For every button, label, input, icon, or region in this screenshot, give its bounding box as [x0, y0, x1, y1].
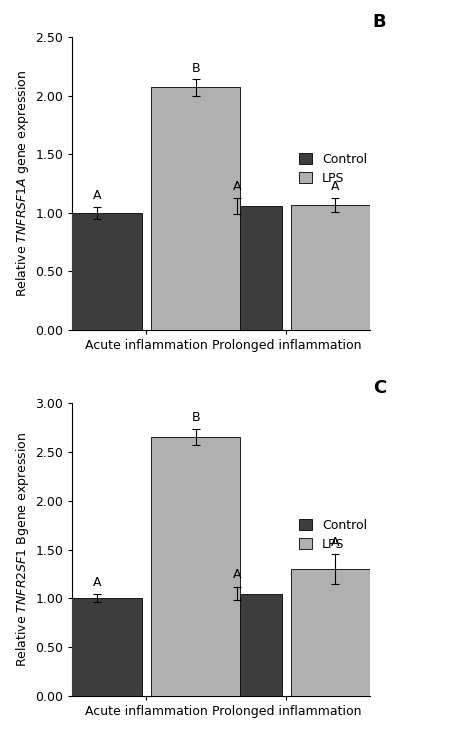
- Y-axis label: Relative $\it{TNFRSF1A}$ gene expression: Relative $\it{TNFRSF1A}$ gene expression: [14, 70, 31, 297]
- Text: A: A: [233, 180, 242, 193]
- Bar: [53, 213, 142, 330]
- Bar: [291, 205, 380, 330]
- Bar: [53, 598, 142, 696]
- Text: C: C: [373, 379, 386, 397]
- Bar: [291, 569, 380, 696]
- Text: A: A: [331, 180, 340, 193]
- Text: A: A: [93, 190, 101, 202]
- Bar: [151, 87, 240, 330]
- Legend: Control, LPS: Control, LPS: [297, 150, 369, 187]
- Text: B: B: [373, 13, 386, 31]
- Bar: [151, 437, 240, 696]
- Y-axis label: Relative $\it{TNFR2SF1}$ Bgene expression: Relative $\it{TNFR2SF1}$ Bgene expressio…: [14, 432, 31, 668]
- Text: B: B: [191, 411, 200, 424]
- Text: A: A: [331, 536, 340, 548]
- Text: A: A: [233, 568, 242, 580]
- Text: A: A: [93, 575, 101, 589]
- Bar: [192, 594, 282, 696]
- Bar: [192, 206, 282, 330]
- Legend: Control, LPS: Control, LPS: [297, 516, 369, 553]
- Text: B: B: [191, 61, 200, 75]
